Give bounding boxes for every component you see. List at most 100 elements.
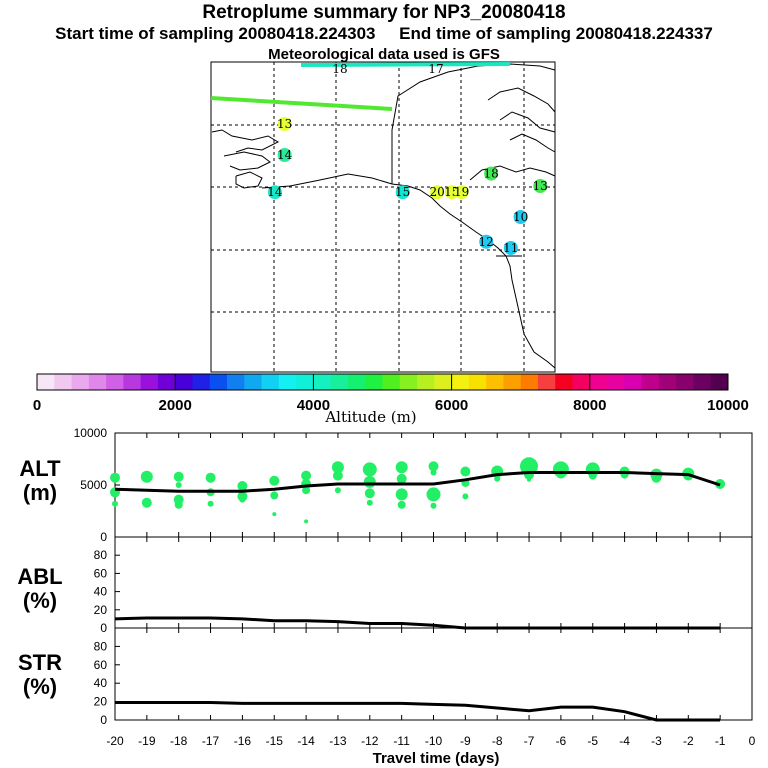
day-marker xyxy=(267,185,282,200)
colorbar-swatch xyxy=(520,374,539,390)
str-panel-label: STR xyxy=(18,650,62,675)
x-tick-label: -4 xyxy=(619,734,630,748)
coastline xyxy=(211,63,556,369)
colorbar-swatch xyxy=(451,374,470,390)
day-label: 14 xyxy=(277,148,293,162)
colorbar-swatch xyxy=(88,374,107,390)
colorbar-swatch xyxy=(347,374,366,390)
alt-point xyxy=(395,461,408,474)
alt-point xyxy=(270,491,279,500)
day-marker xyxy=(533,179,548,193)
alt-panel-unit: (m) xyxy=(23,480,57,505)
alt-point xyxy=(430,502,437,509)
day-label: 13 xyxy=(533,179,548,193)
alt-point xyxy=(269,475,280,486)
y-tick-label: 0 xyxy=(100,713,107,727)
colorbar-swatch xyxy=(330,374,349,390)
x-tick-label: -20 xyxy=(106,734,124,748)
colorbar-swatch xyxy=(676,374,694,390)
colorbar-tick-label: 0 xyxy=(33,397,41,414)
day-label: 18 xyxy=(483,167,498,181)
colorbar-swatch xyxy=(71,374,90,390)
alt-point xyxy=(304,519,309,524)
colorbar-swatch xyxy=(658,374,677,390)
axis-ticks: -20 -19 -18 -17 -16 -15 -14 -13 -12 -11 -10 -9 -8 -7-… xyxy=(74,426,756,748)
x-tick-label: 0 xyxy=(749,734,756,748)
day-marker xyxy=(513,210,528,224)
x-tick-label: -9 xyxy=(460,734,471,748)
trajectory-band-top xyxy=(300,62,511,67)
alt-point xyxy=(362,462,377,477)
timeseries-panels: ALT (m) ABL (%) STR (%) -20 -19 -18 -17 -16-… xyxy=(17,426,755,767)
y-tick-label: 40 xyxy=(94,585,108,599)
alt-point xyxy=(430,469,437,476)
x-tick-label: -18 xyxy=(170,734,188,748)
colorbar-swatch xyxy=(227,374,245,390)
colorbar-swatch xyxy=(192,374,211,390)
alt-point xyxy=(334,487,341,494)
alt-point xyxy=(520,457,538,476)
colorbar-tick-label: 4000 xyxy=(297,397,330,414)
colorbar: 0 2000 4000 6000 8000 10000 Altitude (m) xyxy=(33,373,749,426)
alt-point xyxy=(332,470,343,481)
y-tick-label: 60 xyxy=(94,566,108,580)
colorbar-swatch xyxy=(434,374,452,390)
alt-point xyxy=(397,500,406,509)
alt-point xyxy=(140,470,153,483)
x-tick-label: -7 xyxy=(524,734,535,748)
day-marker xyxy=(479,234,494,249)
colorbar-swatch xyxy=(572,374,591,390)
map-graticule xyxy=(211,62,555,372)
colorbar-swatch xyxy=(37,374,55,390)
day-marker xyxy=(444,185,459,200)
y-tick-label: 20 xyxy=(94,603,108,617)
alt-point xyxy=(527,477,531,482)
alt-point xyxy=(364,488,375,499)
x-tick-label: -3 xyxy=(651,734,662,748)
y-tick-label: 80 xyxy=(94,548,108,562)
day-label: 20 xyxy=(429,185,444,199)
alt-point xyxy=(112,500,118,507)
day-marker xyxy=(430,185,445,200)
alt-point xyxy=(462,493,469,500)
colorbar-swatch xyxy=(607,374,625,390)
alt-point xyxy=(205,472,216,483)
y-tick-label: 60 xyxy=(94,658,108,672)
alt-point xyxy=(395,488,408,501)
x-tick-label: -2 xyxy=(683,734,694,748)
alt-point xyxy=(460,466,471,477)
alt-point xyxy=(363,475,376,488)
alt-point xyxy=(331,461,344,474)
x-tick-label: -10 xyxy=(425,734,443,748)
x-tick-label: -6 xyxy=(556,734,567,748)
y-tick-label: 0 xyxy=(100,621,107,635)
y-tick-label: 5000 xyxy=(80,478,107,492)
colorbar-swatch xyxy=(537,374,556,390)
colorbar-swatch xyxy=(710,374,729,390)
str-panel-frame xyxy=(114,627,753,721)
colorbar-swatch xyxy=(244,374,262,390)
abl-panel-frame xyxy=(114,536,753,629)
colorbar-swatch xyxy=(503,374,522,390)
colorbar-swatch xyxy=(157,374,176,390)
x-axis-label: Travel time (days) xyxy=(373,750,500,767)
alt-point xyxy=(302,486,311,495)
colorbar-swatch xyxy=(417,374,435,390)
alt-point xyxy=(175,482,182,488)
x-tick-label: -11 xyxy=(393,734,410,748)
map-grid-label-18: 18 xyxy=(332,62,347,76)
colorbar-swatch xyxy=(140,374,159,390)
day-label: 10 xyxy=(513,210,528,224)
map-frame xyxy=(210,61,556,373)
abl-line xyxy=(114,616,721,630)
met-data-label: Meteorological data used is GFS xyxy=(268,46,500,63)
colorbar-swatch xyxy=(209,374,228,390)
y-tick-label: 80 xyxy=(94,639,108,653)
end-time-label: End time of sampling 20080418.224337 xyxy=(399,24,713,43)
alt-point xyxy=(366,499,373,506)
alt-panel-label: ALT xyxy=(19,456,61,481)
day-marker xyxy=(277,117,292,131)
